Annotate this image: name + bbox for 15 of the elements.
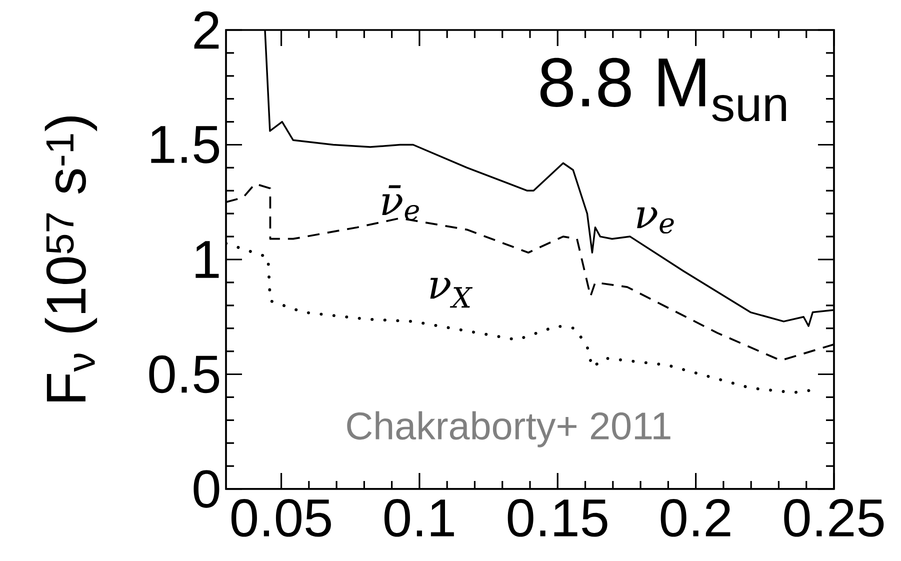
y-tick-label: 0 <box>194 470 220 508</box>
y-tick-label: 0.5 <box>149 355 220 394</box>
y-tick-label: 1.5 <box>151 126 220 164</box>
chart-title: 8.8 M$_{sun}$ <box>540 58 786 122</box>
series-label: ν$_{X}$ <box>430 278 473 308</box>
x-tick-label: 0.25 <box>784 499 884 537</box>
x-tick-label: 0.1 <box>384 499 454 537</box>
x-tick-label: 0.2 <box>660 499 730 537</box>
y-tick-label: 1 <box>196 241 219 278</box>
x-tick-label: 0.05 <box>231 499 331 537</box>
y-tick-label: 2 <box>194 11 219 49</box>
series-label: ν$_{e}$ <box>637 207 674 234</box>
y-axis-title: F$_{ν}$ (10$^{57}$ s$^{-1}$) <box>44 116 98 402</box>
x-tick-label: 0.15 <box>508 499 608 537</box>
annotation: Chakraborty+ 2011 <box>347 411 670 448</box>
